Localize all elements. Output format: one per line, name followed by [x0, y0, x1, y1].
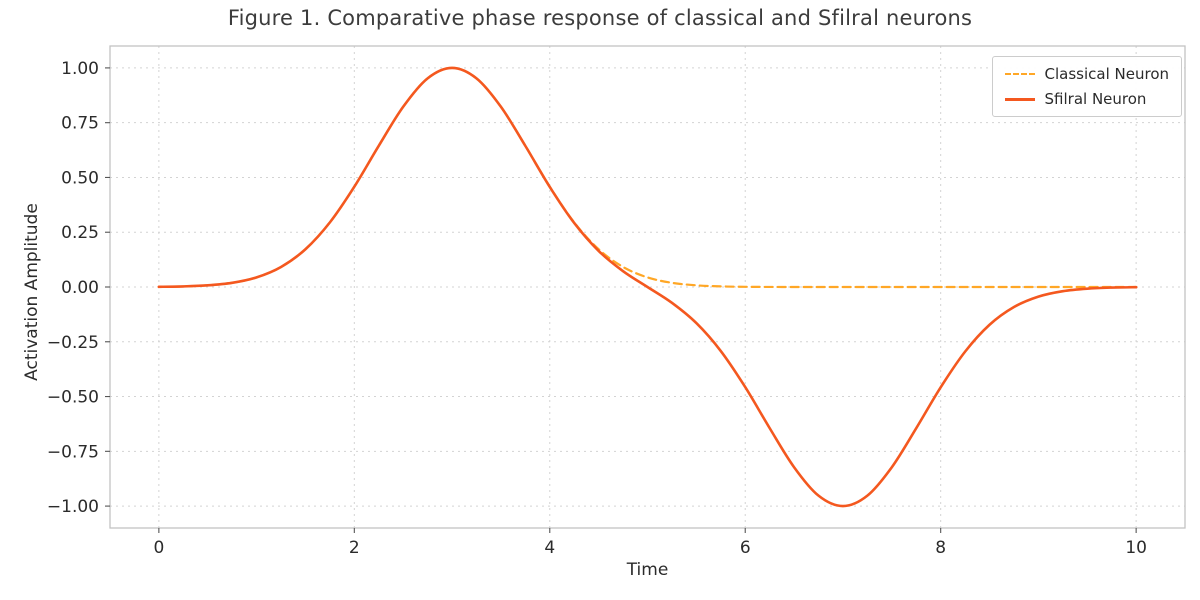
tick-marks — [105, 67, 1137, 533]
legend-item-classical-neuron: Classical Neuron — [1004, 65, 1169, 83]
y-tick-label: −0.25 — [47, 333, 99, 353]
y-tick-label: 1.00 — [61, 59, 99, 79]
legend-item-sfilral-neuron: Sfilral Neuron — [1004, 90, 1169, 108]
x-tick-label: 6 — [740, 538, 751, 558]
legend-line-sample-dashed — [1004, 73, 1035, 75]
series-line-classical-neuron — [157, 66, 1138, 289]
chart-title: Figure 1. Comparative phase response of … — [227, 6, 973, 30]
legend-label: Classical Neuron — [1044, 65, 1169, 83]
x-tick-label: 10 — [1125, 538, 1147, 558]
y-tick-label: −0.50 — [47, 388, 99, 408]
legend-line-sample-solid — [1004, 97, 1035, 101]
x-tick-label: 0 — [153, 538, 164, 558]
x-tick-label: 4 — [544, 538, 555, 558]
x-tick-label: 2 — [349, 538, 360, 558]
y-tick-label: −1.00 — [47, 497, 99, 517]
tick-labels: 0 2 4 6 8 10 −1.00 −0.75 −0.50 −0.25 0.00 0.25 0.50 0… — [47, 59, 1147, 558]
y-tick-label: 0.75 — [61, 114, 99, 134]
series-line-sfilral-neuron — [157, 66, 1138, 508]
x-tick-label: 8 — [935, 538, 946, 558]
x-axis-label: Time — [626, 560, 669, 580]
legend-label: Sfilral Neuron — [1044, 90, 1147, 108]
y-tick-label: 0.50 — [61, 168, 99, 188]
y-tick-label: 0.25 — [61, 223, 99, 243]
y-tick-label: −0.75 — [47, 442, 99, 462]
y-tick-label: 0.00 — [61, 278, 99, 298]
legend: Classical Neuron Sfilral Neuron — [991, 56, 1182, 117]
